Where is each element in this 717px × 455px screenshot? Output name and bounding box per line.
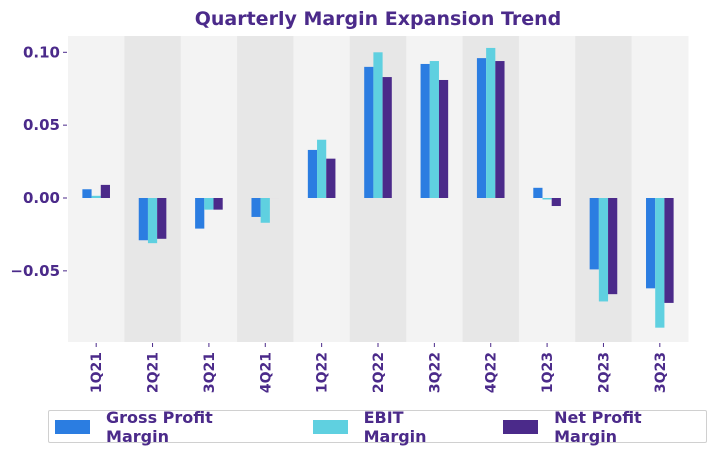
plot-band: [518, 36, 576, 342]
x-tick-label: 4Q21: [258, 352, 274, 393]
plot-band: [124, 36, 182, 342]
bar-net-profit-margin: [157, 198, 167, 239]
bar-ebit-margin: [429, 61, 439, 199]
chart-title: Quarterly Margin Expansion Trend: [195, 8, 562, 30]
y-tick-label: 0.00: [23, 189, 60, 207]
bar-ebit-margin: [598, 198, 609, 302]
x-tick-label: 1Q21: [89, 352, 105, 393]
bar-ebit-margin: [147, 198, 158, 244]
bars: [82, 47, 674, 328]
x-tick-label: 1Q22: [315, 352, 331, 393]
bar-ebit-margin: [204, 198, 214, 210]
x-tick-label: 2Q22: [371, 352, 387, 393]
bar-gross-profit-margin: [420, 63, 430, 199]
bar-gross-profit-margin: [307, 149, 318, 198]
y-tick-label: 0.10: [23, 43, 60, 61]
bar-net-profit-margin: [382, 77, 392, 198]
bar-net-profit-margin: [664, 198, 674, 303]
bar-ebit-margin: [655, 198, 665, 328]
plot-band: [180, 36, 238, 342]
x-tick-label: 2Q23: [596, 352, 612, 393]
bar-gross-profit-margin: [195, 198, 205, 229]
x-tick-label: 3Q21: [202, 352, 218, 393]
plot-band: [68, 36, 125, 342]
x-axis: 1Q21 2Q21 3Q21 4Q21 1Q22 2Q22 3Q22 4Q22 1Q23 2Q23…: [89, 343, 669, 393]
bar-ebit-margin: [317, 139, 327, 198]
legend-swatch-gross: [55, 419, 91, 434]
bar-gross-profit-margin: [364, 66, 374, 199]
bar-gross-profit-margin: [251, 198, 261, 217]
legend-item-net-profit-margin: Net Profit Margin: [503, 408, 706, 446]
bar-ebit-margin: [91, 195, 101, 198]
bar-net-profit-margin: [213, 198, 223, 210]
x-tick-label: 1Q23: [540, 352, 556, 393]
legend-label-net: Net Profit Margin: [554, 407, 642, 446]
bar-ebit-margin: [373, 52, 383, 198]
legend-swatch-ebit: [312, 419, 348, 434]
legend-label-gross: Gross Profit Margin: [106, 407, 213, 446]
x-tick-label: 3Q22: [427, 352, 443, 393]
legend-item-ebit-margin: EBIT Margin: [312, 407, 470, 446]
y-tick-label: 0.05: [23, 116, 60, 134]
bar-gross-profit-margin: [646, 198, 656, 289]
bar-net-profit-margin: [438, 79, 449, 198]
bar-gross-profit-margin: [476, 58, 487, 199]
bar-gross-profit-margin: [533, 187, 543, 198]
legend-label-ebit: EBIT Margin: [363, 407, 427, 446]
bar-gross-profit-margin: [589, 198, 599, 270]
bar-gross-profit-margin: [138, 198, 148, 241]
plot-band: [237, 36, 294, 342]
bar-ebit-margin: [486, 47, 496, 198]
bar-ebit-margin: [542, 198, 552, 200]
x-tick-label: 3Q23: [653, 352, 669, 393]
y-tick-label: −0.05: [10, 262, 60, 280]
bar-net-profit-margin: [100, 184, 110, 198]
x-tick-label: 4Q22: [484, 352, 500, 393]
legend-swatch-net: [503, 419, 539, 434]
bar-net-profit-margin: [326, 158, 336, 198]
bar-net-profit-margin: [551, 198, 561, 207]
bar-net-profit-margin: [608, 198, 618, 295]
y-axis: 0.10 0.05 0.00 −0.05: [10, 43, 67, 280]
legend: Gross Profit Margin EBIT Margin Net Prof…: [48, 407, 707, 446]
x-tick-label: 2Q21: [146, 352, 162, 393]
bar-net-profit-margin: [495, 61, 505, 199]
bar-ebit-margin: [260, 198, 270, 223]
legend-item-gross-profit-margin: Gross Profit Margin: [55, 408, 277, 446]
bar-gross-profit-margin: [82, 189, 92, 198]
